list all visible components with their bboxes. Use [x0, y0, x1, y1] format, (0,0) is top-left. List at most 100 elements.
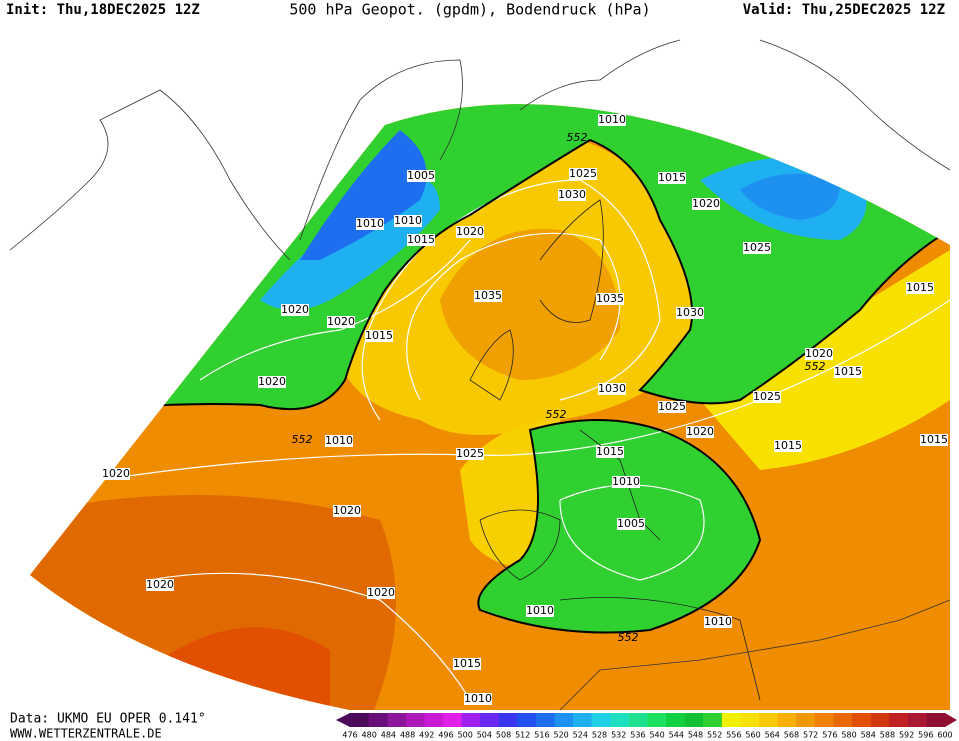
- colorbar-label: 496: [438, 731, 453, 740]
- contour-label: 1020: [258, 375, 286, 388]
- label-box: [558, 189, 586, 201]
- contour-label: 552: [805, 360, 826, 373]
- contour-label: 1015: [407, 233, 435, 246]
- label-box: [612, 476, 640, 488]
- label-box: [333, 505, 361, 517]
- label-box: [686, 426, 714, 438]
- colorbar-label: 476: [342, 731, 357, 740]
- contour-label: 1010: [704, 615, 732, 628]
- contour-label: 1020: [805, 347, 833, 360]
- colorbar-swatch: [833, 713, 853, 727]
- label-box: [365, 330, 393, 342]
- map-title: 500 hPa Geopot. (gpdm), Bodendruck (hPa): [289, 1, 650, 19]
- label-box: [676, 307, 704, 319]
- label-box: [407, 234, 435, 246]
- contour-label: 1015: [774, 439, 802, 452]
- colorbar-swatch: [926, 713, 946, 727]
- colorbar-label: 568: [784, 731, 799, 740]
- contour-label: 1030: [558, 188, 586, 201]
- colorbar-label: 588: [880, 731, 895, 740]
- label-box: [658, 172, 686, 184]
- colorbar-swatch: [852, 713, 872, 727]
- label-box: [569, 168, 597, 180]
- label-box: [598, 383, 626, 395]
- colorbar-swatch: [666, 713, 686, 727]
- contour-label: 1035: [474, 289, 502, 302]
- contour-label: 1020: [146, 578, 174, 591]
- label-box: [456, 226, 484, 238]
- colorbar-swatch: [721, 713, 741, 727]
- colorbar-label: 520: [553, 731, 568, 740]
- colorbar-arrow-right: [945, 713, 957, 727]
- contour-label: 1020: [333, 504, 361, 517]
- contour-label: 1015: [596, 445, 624, 458]
- contour-label: 552: [292, 433, 313, 446]
- label-box: [526, 605, 554, 617]
- colorbar-swatch: [387, 713, 407, 727]
- colorbar-swatch: [684, 713, 704, 727]
- label-box: [258, 376, 286, 388]
- data-source: Data: UKMO EU OPER 0.141°: [10, 712, 206, 727]
- colorbar-swatch: [907, 713, 927, 727]
- contour-label: 1025: [456, 447, 484, 460]
- colorbar-swatch: [628, 713, 648, 727]
- label-box: [327, 316, 355, 328]
- colorbar-label: 596: [918, 731, 933, 740]
- colorbar-label: 600: [937, 731, 952, 740]
- label-box: [146, 579, 174, 591]
- contour-label: 1025: [658, 400, 686, 413]
- colorbar-label: 580: [841, 731, 856, 740]
- colorbar-swatch: [573, 713, 593, 727]
- colorbar-label: 488: [400, 731, 415, 740]
- colorbar-label: 560: [745, 731, 760, 740]
- contour-label: 1020: [686, 425, 714, 438]
- colorbar-label: 564: [765, 731, 780, 740]
- contour-label: 1020: [102, 467, 130, 480]
- colorbar-label: 500: [458, 731, 473, 740]
- contour-label: 1015: [365, 329, 393, 342]
- colorbar-label: 576: [822, 731, 837, 740]
- colorbar-label: 528: [592, 731, 607, 740]
- contour-label: 1010: [356, 217, 384, 230]
- label-box: [356, 218, 384, 230]
- label-box: [617, 518, 645, 530]
- colorbar-swatch: [442, 713, 463, 727]
- contour-label: 1015: [834, 365, 862, 378]
- contour-label: 1020: [692, 197, 720, 210]
- colorbar-swatch: [647, 713, 667, 727]
- label-box: [407, 170, 435, 182]
- label-box: [704, 616, 732, 628]
- contour-label: 1020: [281, 303, 309, 316]
- label-box: [658, 401, 686, 413]
- label-box: [456, 448, 484, 460]
- label-box: [598, 114, 626, 126]
- init-time: Init: Thu,18DEC2025 12Z: [6, 2, 200, 18]
- colorbar-swatch: [703, 713, 723, 727]
- contour-label: 1005: [617, 517, 645, 530]
- colorbar-swatch: [368, 713, 388, 727]
- colorbar-arrow-left: [336, 713, 350, 727]
- colorbar-swatch: [535, 713, 556, 727]
- colorbar-swatch: [480, 713, 500, 727]
- colorbar-swatch: [814, 713, 834, 727]
- label-box: [805, 348, 833, 360]
- colorbar-swatch: [870, 713, 890, 727]
- contour-label: 1015: [658, 171, 686, 184]
- colorbar-label: 480: [362, 731, 377, 740]
- colorbar-label: 544: [669, 731, 684, 740]
- label-box: [743, 242, 771, 254]
- colorbar-label: 584: [861, 731, 876, 740]
- colorbar-swatch: [461, 713, 481, 727]
- colorbar-label: 532: [611, 731, 626, 740]
- contour-label: 1010: [612, 475, 640, 488]
- colorbar-label: 516: [534, 731, 549, 740]
- colorbar-swatch: [424, 713, 444, 727]
- colorbar: 476 480 484 488 492 496 500 504 508 512 516 520 524 5…: [336, 713, 957, 740]
- label-box: [596, 293, 624, 305]
- label-box: [474, 290, 502, 302]
- contour-label: 1030: [598, 382, 626, 395]
- label-box: [906, 282, 934, 294]
- contour-label: 1010: [394, 214, 422, 227]
